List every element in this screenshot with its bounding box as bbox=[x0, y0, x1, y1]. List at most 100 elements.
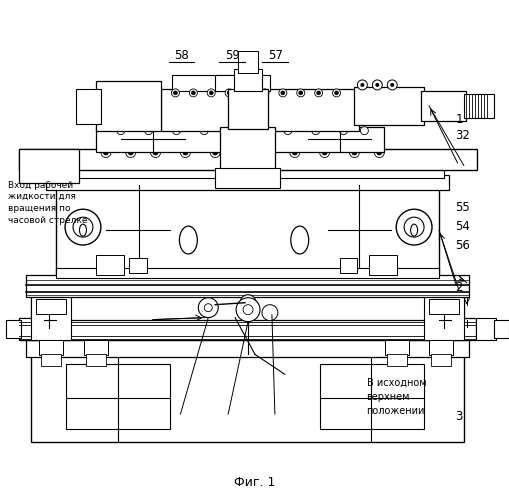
Bar bbox=[220, 126, 274, 186]
Circle shape bbox=[101, 148, 110, 158]
Circle shape bbox=[360, 126, 367, 134]
Bar bbox=[26, 275, 468, 296]
Circle shape bbox=[278, 89, 286, 97]
Bar bbox=[339, 258, 357, 273]
Circle shape bbox=[183, 150, 187, 155]
Circle shape bbox=[240, 148, 249, 158]
Circle shape bbox=[191, 91, 195, 95]
Bar bbox=[7, 320, 21, 338]
Circle shape bbox=[171, 89, 179, 97]
Circle shape bbox=[209, 91, 213, 95]
Bar bbox=[96, 81, 160, 130]
Bar bbox=[31, 294, 71, 340]
Circle shape bbox=[314, 89, 322, 97]
Circle shape bbox=[386, 80, 397, 90]
Circle shape bbox=[292, 150, 297, 155]
Text: 2: 2 bbox=[455, 281, 462, 294]
Circle shape bbox=[296, 89, 304, 97]
Circle shape bbox=[227, 91, 231, 95]
Bar bbox=[66, 364, 170, 429]
Ellipse shape bbox=[410, 224, 417, 236]
Bar bbox=[423, 294, 463, 340]
Bar bbox=[76, 89, 101, 124]
Bar bbox=[128, 258, 146, 273]
Circle shape bbox=[322, 150, 326, 155]
Circle shape bbox=[263, 91, 266, 95]
Circle shape bbox=[198, 298, 218, 318]
Circle shape bbox=[289, 148, 299, 158]
Circle shape bbox=[262, 304, 277, 320]
Bar bbox=[430, 354, 450, 366]
Bar bbox=[420, 91, 465, 120]
Bar bbox=[31, 354, 463, 442]
Text: 1: 1 bbox=[455, 113, 462, 126]
Circle shape bbox=[210, 148, 220, 158]
Circle shape bbox=[65, 209, 101, 245]
Bar bbox=[354, 87, 423, 124]
Bar bbox=[96, 126, 383, 152]
Circle shape bbox=[180, 148, 190, 158]
Bar bbox=[234, 69, 262, 91]
Bar bbox=[369, 255, 397, 275]
Bar bbox=[19, 318, 39, 340]
Bar bbox=[19, 148, 476, 171]
Circle shape bbox=[372, 80, 382, 90]
Circle shape bbox=[403, 217, 423, 237]
Circle shape bbox=[311, 126, 319, 134]
Circle shape bbox=[376, 150, 381, 155]
Bar bbox=[26, 340, 468, 357]
Circle shape bbox=[236, 298, 260, 322]
Circle shape bbox=[117, 126, 125, 134]
Circle shape bbox=[103, 150, 108, 155]
Bar bbox=[19, 148, 79, 184]
Circle shape bbox=[153, 150, 158, 155]
Circle shape bbox=[284, 126, 291, 134]
Bar bbox=[84, 340, 107, 355]
Bar bbox=[39, 340, 63, 355]
Circle shape bbox=[256, 126, 264, 134]
Bar bbox=[428, 298, 458, 314]
Circle shape bbox=[245, 91, 248, 95]
Circle shape bbox=[200, 126, 208, 134]
Circle shape bbox=[173, 91, 177, 95]
Text: 3: 3 bbox=[455, 410, 462, 423]
Circle shape bbox=[242, 150, 247, 155]
Circle shape bbox=[126, 148, 135, 158]
Bar bbox=[56, 268, 438, 278]
Bar bbox=[493, 320, 507, 338]
Bar bbox=[96, 255, 124, 275]
Bar bbox=[238, 51, 258, 73]
Circle shape bbox=[243, 304, 252, 314]
Circle shape bbox=[298, 91, 302, 95]
Bar bbox=[19, 318, 475, 340]
Text: 58: 58 bbox=[174, 48, 188, 62]
Ellipse shape bbox=[179, 226, 197, 254]
Circle shape bbox=[189, 89, 197, 97]
Bar bbox=[172, 75, 232, 91]
Text: 56: 56 bbox=[455, 238, 469, 252]
Bar bbox=[428, 340, 452, 355]
Circle shape bbox=[262, 150, 267, 155]
Bar bbox=[386, 354, 406, 366]
Text: Фиг. 1: Фиг. 1 bbox=[234, 476, 275, 488]
Circle shape bbox=[280, 91, 284, 95]
Bar bbox=[56, 186, 438, 275]
Text: 54: 54 bbox=[455, 220, 469, 232]
Bar bbox=[463, 94, 493, 118]
Circle shape bbox=[150, 148, 160, 158]
Circle shape bbox=[332, 89, 340, 97]
Circle shape bbox=[145, 126, 152, 134]
Circle shape bbox=[375, 83, 379, 87]
Ellipse shape bbox=[290, 226, 308, 254]
Bar bbox=[215, 168, 279, 188]
Circle shape bbox=[172, 126, 180, 134]
Circle shape bbox=[339, 126, 347, 134]
Circle shape bbox=[319, 148, 329, 158]
Bar bbox=[384, 340, 408, 355]
Circle shape bbox=[240, 295, 256, 310]
Bar bbox=[319, 364, 423, 429]
Circle shape bbox=[225, 89, 233, 97]
Bar bbox=[41, 354, 61, 366]
Bar bbox=[36, 298, 66, 314]
Circle shape bbox=[349, 148, 359, 158]
